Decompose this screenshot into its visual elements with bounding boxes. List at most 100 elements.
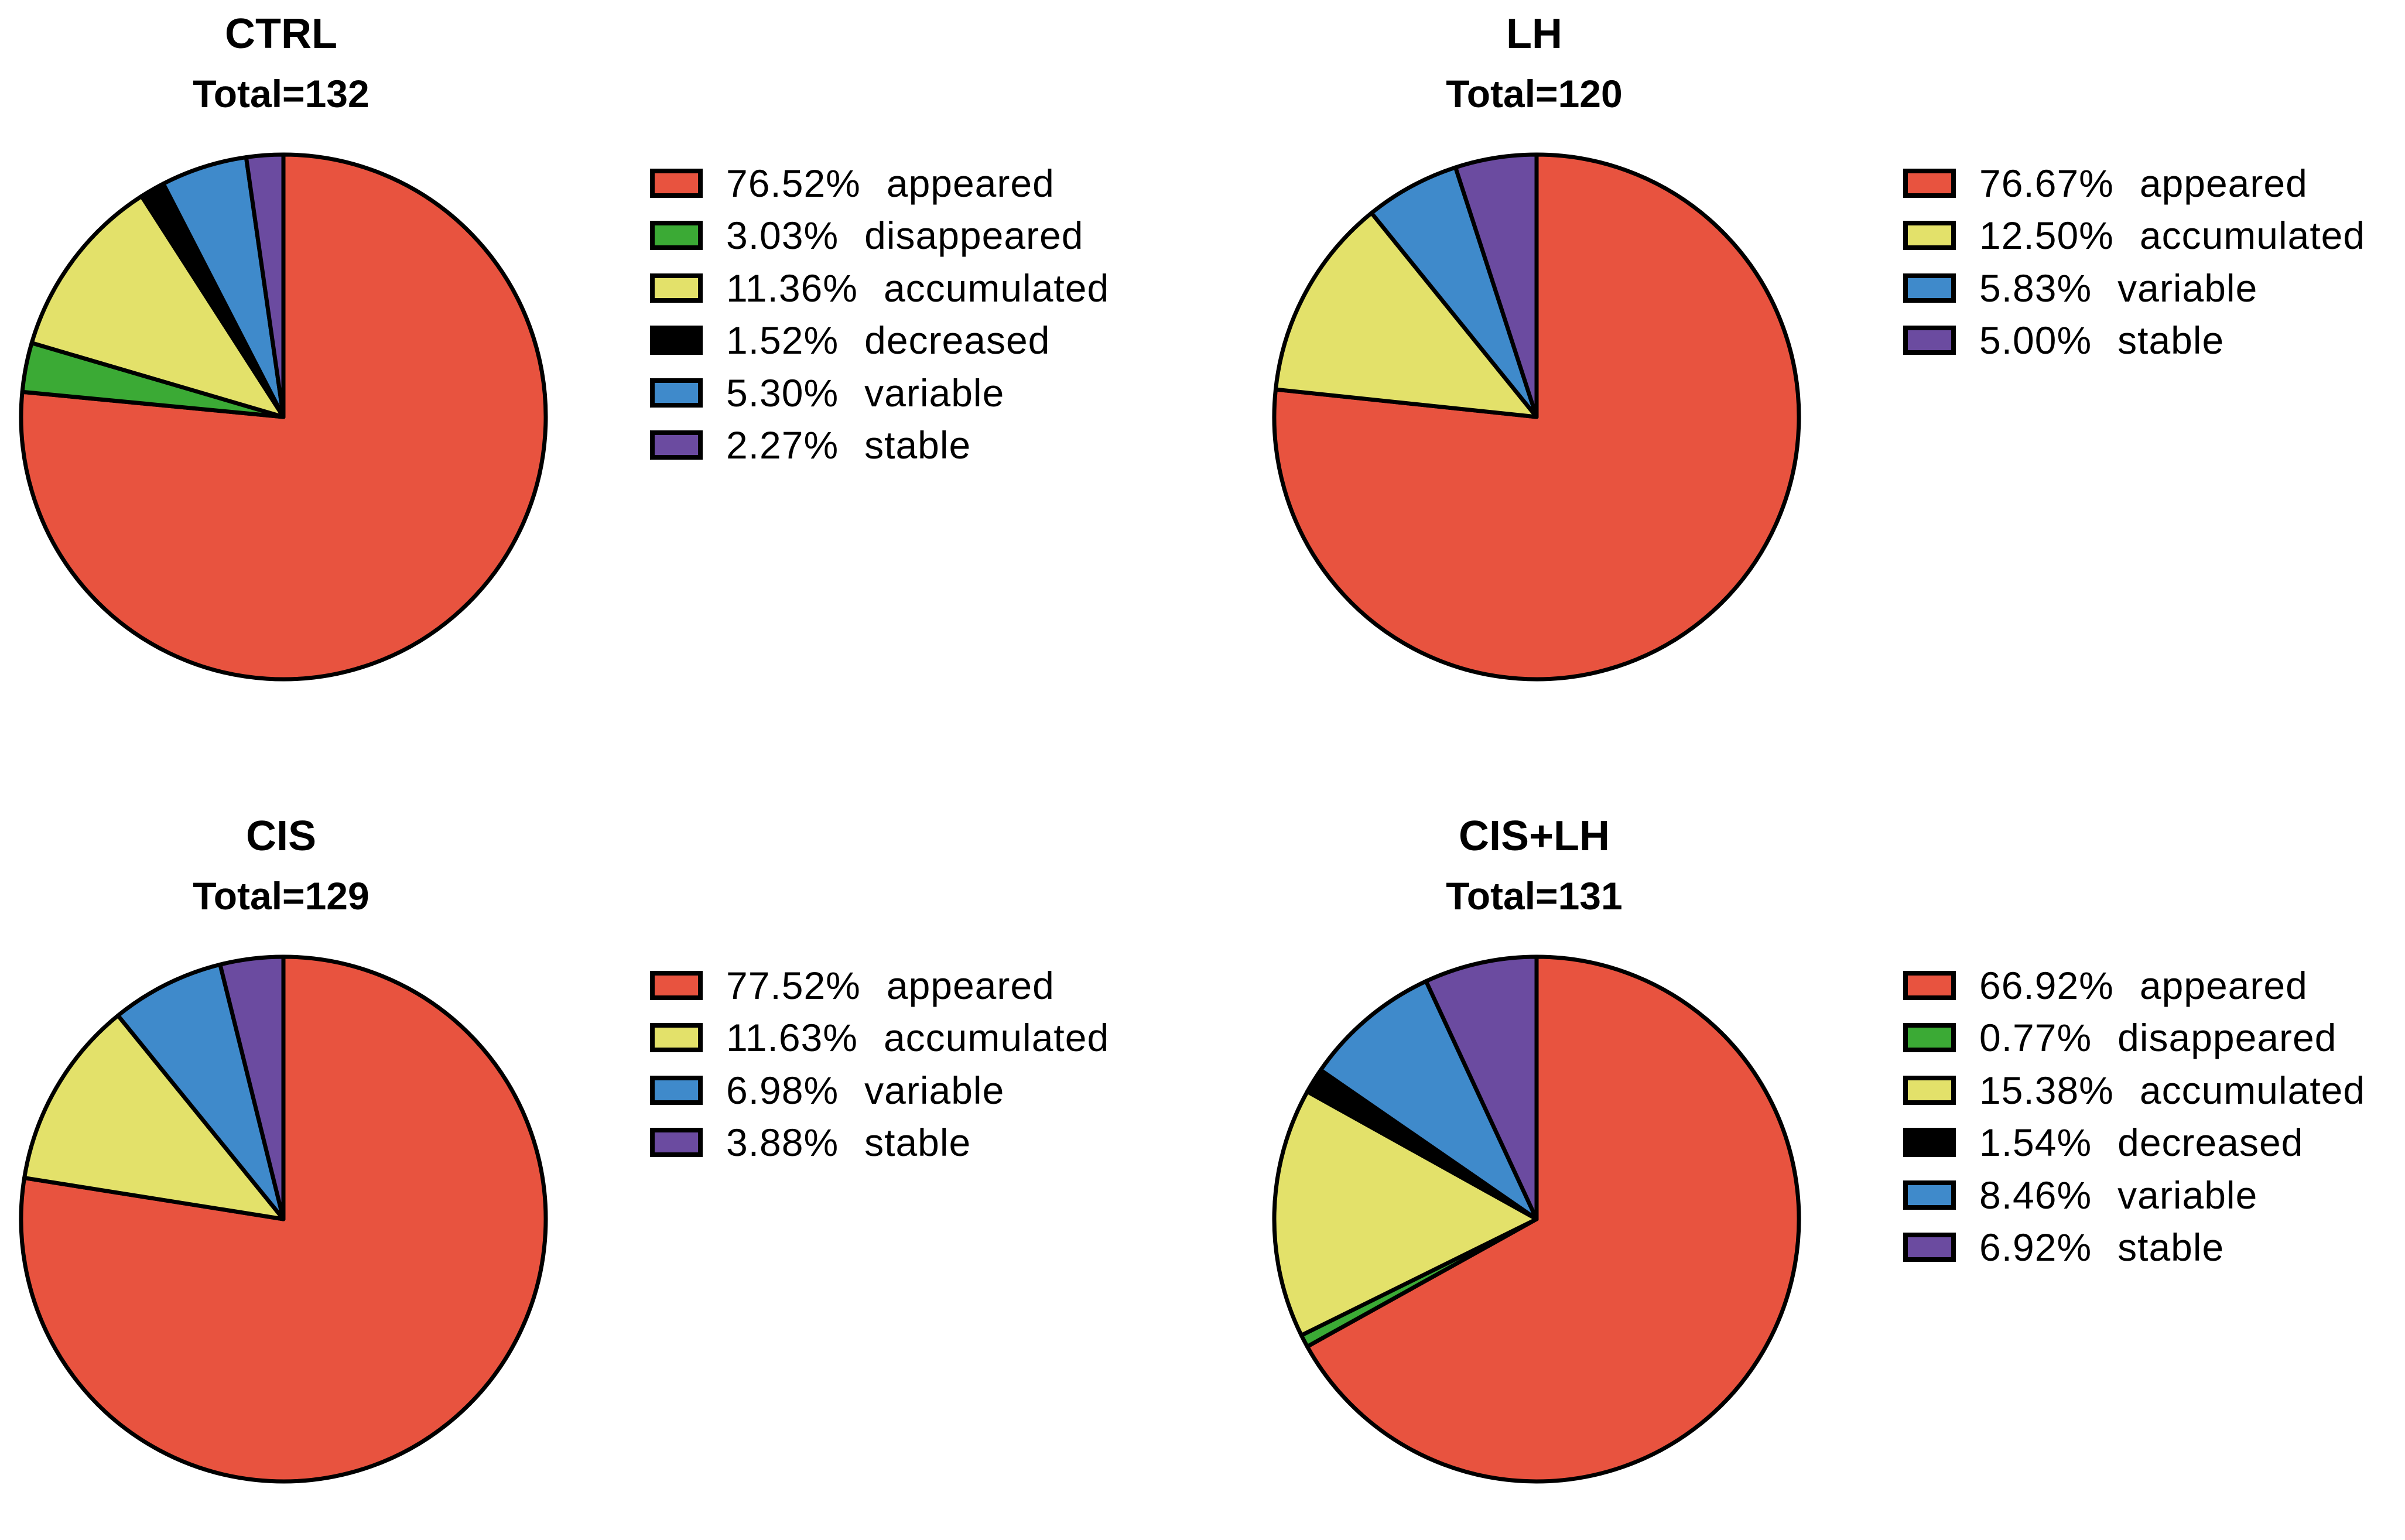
pie-slice-accumulated bbox=[1273, 211, 1539, 419]
legend-percent: 5.00% bbox=[1979, 319, 2092, 362]
pie-slice-variable bbox=[1369, 165, 1539, 419]
legend-label: accumulated bbox=[883, 1016, 1110, 1060]
legend-item: 12.50% accumulated bbox=[1903, 210, 2365, 262]
chart-subtitle: Total=129 bbox=[193, 874, 370, 918]
legend-label: decreased bbox=[2117, 1121, 2304, 1165]
legend-swatch bbox=[650, 1023, 703, 1053]
legend-swatch bbox=[1903, 273, 1956, 303]
legend-item: 77.52% appeared bbox=[650, 959, 1109, 1012]
legend-item: 3.88% stable bbox=[650, 1117, 1109, 1169]
legend-label: appeared bbox=[886, 161, 1055, 205]
pie-slice-stable bbox=[1453, 152, 1539, 419]
legend-swatch bbox=[650, 168, 703, 198]
legend-label: appeared bbox=[2139, 963, 2308, 1007]
legend-item: 6.98% variable bbox=[650, 1064, 1109, 1117]
legend-label: variable bbox=[864, 1068, 1005, 1112]
pie-slice-variable bbox=[1318, 979, 1539, 1221]
legend-item: 66.92% appeared bbox=[1903, 959, 2365, 1012]
legend-label: variable bbox=[2117, 266, 2258, 310]
legend-swatch bbox=[1903, 1023, 1956, 1053]
pie-slice-appeared bbox=[1305, 954, 1801, 1484]
legend-swatch bbox=[1903, 1180, 1956, 1210]
chart-title: LH bbox=[1506, 11, 1562, 57]
legend-percent: 77.52% bbox=[726, 963, 861, 1007]
legend-item: 15.38% accumulated bbox=[1903, 1064, 2365, 1117]
pie-panel-ctrl: CTRL Total=132 76.52% appeared 3.03% disap… bbox=[0, 0, 1171, 738]
legend-percent: 11.36% bbox=[726, 266, 858, 310]
pie-slice-stable bbox=[218, 954, 286, 1221]
pie-slice-stable bbox=[244, 152, 286, 419]
chart-subtitle: Total=131 bbox=[1446, 874, 1623, 918]
pie-chart bbox=[19, 954, 548, 1484]
chart-subtitle: Total=120 bbox=[1446, 72, 1623, 115]
legend-percent: 11.63% bbox=[726, 1016, 858, 1060]
pie-panel-cis: CIS Total=129 77.52% appeared 11.63% accum… bbox=[0, 802, 1171, 1540]
legend-label: variable bbox=[2117, 1173, 2258, 1217]
legend-item: 11.36% accumulated bbox=[650, 262, 1109, 314]
legend-item: 1.54% decreased bbox=[1903, 1117, 2365, 1169]
legend-percent: 12.50% bbox=[1979, 214, 2114, 258]
legend-swatch bbox=[650, 221, 703, 251]
legend-label: stable bbox=[864, 423, 971, 467]
pie-slice-stable bbox=[1424, 954, 1539, 1221]
legend-percent: 66.92% bbox=[1979, 963, 2114, 1007]
legend-swatch bbox=[1903, 326, 1956, 355]
legend: 66.92% appeared 0.77% disappeared 15.38% ac… bbox=[1903, 959, 2365, 1274]
legend-percent: 1.52% bbox=[726, 319, 839, 362]
pie-panel-lh: LH Total=120 76.67% appeared 12.50% accumu… bbox=[1253, 0, 2405, 738]
legend-item: 3.03% disappeared bbox=[650, 210, 1109, 262]
legend-percent: 76.52% bbox=[726, 161, 861, 205]
legend-percent: 8.46% bbox=[1979, 1173, 2092, 1217]
legend-item: 2.27% stable bbox=[650, 419, 1109, 472]
legend-swatch bbox=[650, 1075, 703, 1105]
chart-title: CIS bbox=[245, 813, 317, 860]
pie-slice-variable bbox=[116, 962, 286, 1221]
legend-label: appeared bbox=[886, 963, 1055, 1007]
legend-label: appeared bbox=[2139, 161, 2308, 205]
legend-percent: 5.30% bbox=[726, 371, 839, 415]
pie-slice-accumulated bbox=[29, 194, 286, 419]
legend-item: 1.52% decreased bbox=[650, 314, 1109, 367]
pie-slice-accumulated bbox=[1272, 1089, 1539, 1337]
legend-percent: 76.67% bbox=[1979, 161, 2114, 205]
legend-label: stable bbox=[2117, 1226, 2225, 1269]
legend-swatch bbox=[1903, 970, 1956, 1000]
legend-label: accumulated bbox=[883, 266, 1110, 310]
legend-item: 6.92% stable bbox=[1903, 1221, 2365, 1274]
chart-title: CIS+LH bbox=[1458, 813, 1610, 860]
legend-percent: 6.98% bbox=[726, 1068, 839, 1112]
legend-item: 76.67% appeared bbox=[1903, 157, 2365, 210]
legend-item: 0.77% disappeared bbox=[1903, 1012, 2365, 1065]
legend: 76.52% appeared 3.03% disappeared 11.36% ac… bbox=[650, 157, 1109, 471]
legend-swatch bbox=[650, 430, 703, 460]
legend-swatch bbox=[650, 273, 703, 303]
legend-swatch bbox=[650, 378, 703, 408]
legend-item: 5.30% variable bbox=[650, 367, 1109, 419]
legend-label: accumulated bbox=[2139, 214, 2366, 258]
pie-panel-cis-lh: CIS+LH Total=131 66.92% appeared 0.77% dis… bbox=[1253, 802, 2405, 1540]
legend-label: accumulated bbox=[2139, 1068, 2366, 1112]
pie-chart bbox=[1272, 954, 1801, 1484]
legend-item: 76.52% appeared bbox=[650, 157, 1109, 210]
legend-label: stable bbox=[864, 1121, 971, 1165]
legend-swatch bbox=[650, 326, 703, 355]
pie-chart bbox=[1272, 152, 1801, 682]
legend-percent: 2.27% bbox=[726, 423, 839, 467]
legend-percent: 5.83% bbox=[1979, 266, 2092, 310]
legend-swatch bbox=[1903, 168, 1956, 198]
legend-label: disappeared bbox=[2117, 1016, 2337, 1060]
legend-item: 5.83% variable bbox=[1903, 262, 2365, 314]
legend-swatch bbox=[1903, 1128, 1956, 1158]
legend-percent: 6.92% bbox=[1979, 1226, 2092, 1269]
legend-percent: 3.88% bbox=[726, 1121, 839, 1165]
legend-percent: 3.03% bbox=[726, 214, 839, 258]
chart-subtitle: Total=132 bbox=[193, 72, 370, 115]
legend-item: 8.46% variable bbox=[1903, 1169, 2365, 1221]
legend-item: 5.00% stable bbox=[1903, 314, 2365, 367]
legend-swatch bbox=[1903, 221, 1956, 251]
legend: 76.67% appeared 12.50% accumulated 5.83% va… bbox=[1903, 157, 2365, 367]
legend-swatch bbox=[1903, 1233, 1956, 1262]
legend-swatch bbox=[650, 1128, 703, 1158]
legend-swatch bbox=[650, 970, 703, 1000]
legend-label: decreased bbox=[864, 319, 1051, 362]
